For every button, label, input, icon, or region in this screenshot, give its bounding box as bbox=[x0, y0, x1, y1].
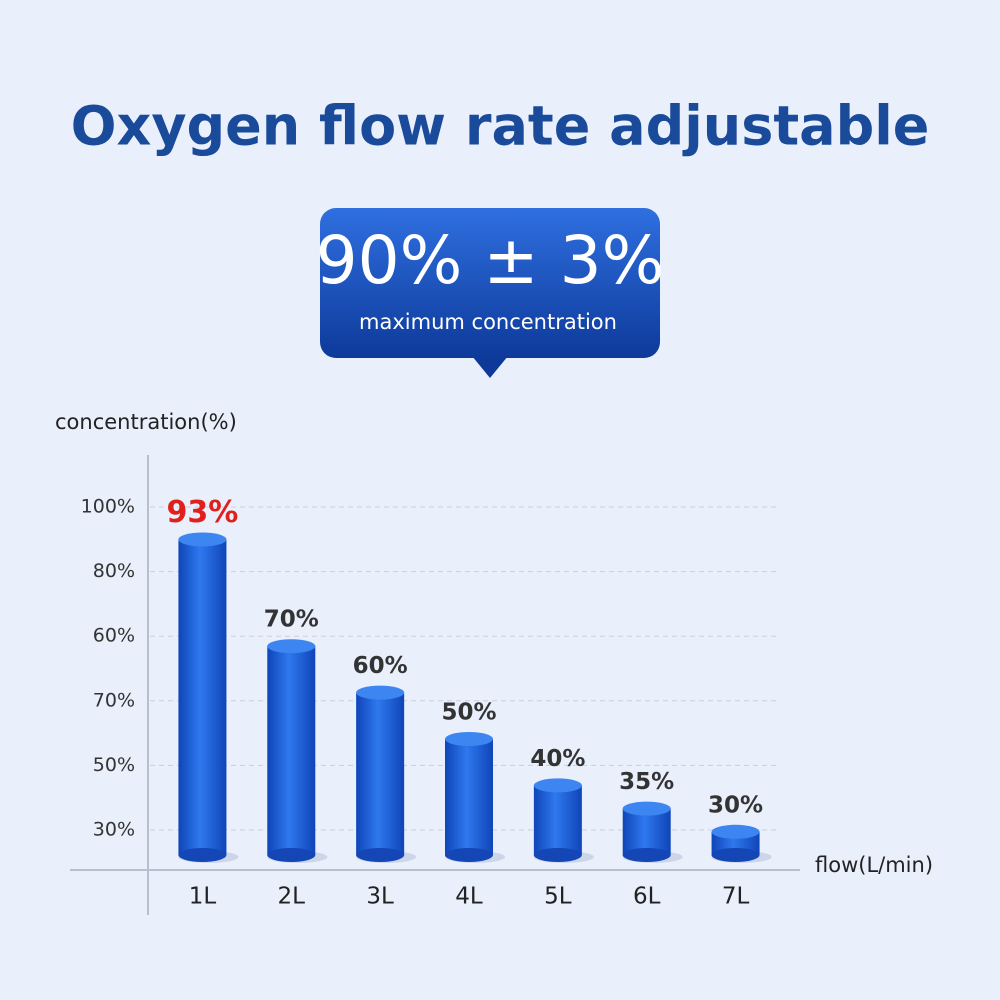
y-axis-label: 30% bbox=[93, 819, 135, 841]
callout-box bbox=[320, 208, 660, 358]
x-tick-label: 6L bbox=[633, 884, 661, 910]
bar-base bbox=[178, 848, 227, 862]
bar-base bbox=[267, 848, 316, 862]
bar-top bbox=[622, 801, 671, 816]
y-axis-label: 100% bbox=[81, 496, 135, 518]
y-axis-label: 60% bbox=[93, 625, 135, 647]
bar-base bbox=[445, 848, 493, 862]
callout-pointer bbox=[472, 356, 508, 378]
x-tick-label: 3L bbox=[366, 884, 394, 910]
bar bbox=[267, 646, 316, 855]
bar bbox=[356, 692, 405, 855]
chart-title: Oxygen flow rate adjustable bbox=[71, 95, 930, 158]
bar-base bbox=[711, 848, 760, 862]
y-axis-label: 80% bbox=[93, 560, 135, 582]
bar bbox=[533, 785, 582, 855]
bar bbox=[178, 539, 227, 855]
bar-top bbox=[178, 532, 227, 547]
x-axis-title: flow(L/min) bbox=[815, 853, 933, 877]
y-axis-label: 70% bbox=[93, 689, 135, 711]
y-axis-label: 50% bbox=[93, 754, 135, 776]
bar-top bbox=[267, 639, 316, 654]
value-label: 70% bbox=[264, 607, 319, 633]
y-axis-title: concentration(%) bbox=[55, 410, 237, 434]
value-label: 50% bbox=[441, 700, 496, 726]
x-tick-label: 7L bbox=[722, 884, 750, 910]
value-label: 30% bbox=[708, 792, 763, 818]
value-label: 60% bbox=[353, 653, 408, 679]
bar-top bbox=[711, 824, 760, 839]
bar bbox=[622, 808, 671, 855]
x-tick-label: 5L bbox=[544, 884, 572, 910]
x-tick-label: 1L bbox=[189, 884, 217, 910]
value-label: 40% bbox=[530, 746, 585, 772]
bar-top bbox=[445, 732, 493, 746]
value-label: 35% bbox=[619, 769, 674, 795]
bar bbox=[445, 739, 493, 855]
bar-top bbox=[533, 778, 582, 793]
x-tick-label: 4L bbox=[455, 884, 483, 910]
x-tick-label: 2L bbox=[278, 884, 306, 910]
callout-headline: 90% ± 3% bbox=[316, 222, 665, 299]
callout-caption: maximum concentration bbox=[359, 310, 617, 334]
bar-base bbox=[622, 848, 671, 862]
bar-top bbox=[356, 685, 405, 700]
bar-base bbox=[356, 848, 405, 862]
value-label: 93% bbox=[167, 495, 239, 530]
callout: 90% ± 3% maximum concentration bbox=[316, 208, 665, 378]
bar-base bbox=[533, 848, 582, 862]
